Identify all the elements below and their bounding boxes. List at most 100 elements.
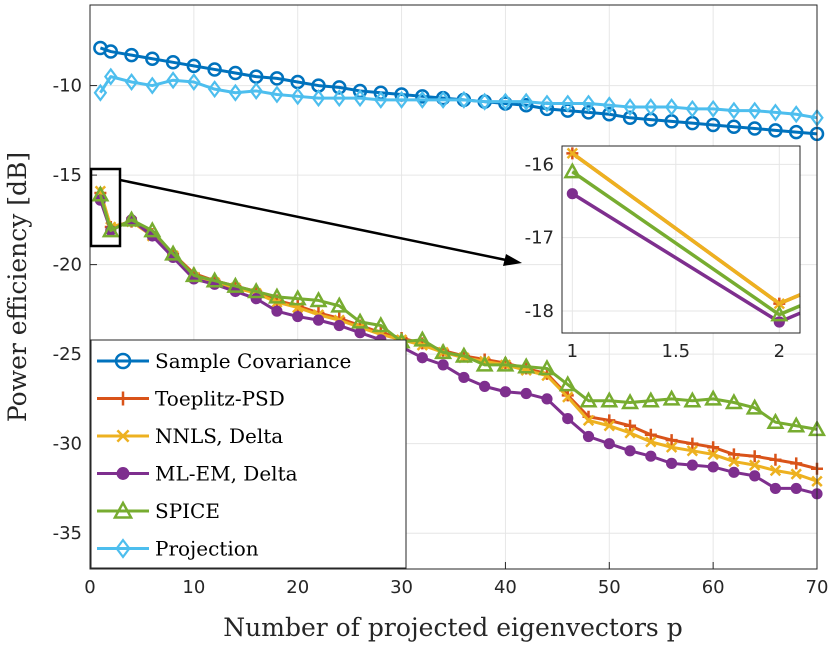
y-tick-label: -25 [53,344,82,365]
legend-label: Sample Covariance [155,349,351,373]
data-point [790,468,802,480]
y-tick-label: -15 [53,165,82,186]
data-point [644,428,657,441]
legend-box [90,339,407,569]
data-point [371,316,390,333]
data-point [621,393,640,410]
data-point [333,319,345,332]
data-point [623,98,637,117]
data-point [454,346,473,363]
data-point [250,293,262,305]
x-axis-label: Number of projected eigenvectors p [223,613,682,642]
data-point [143,221,162,238]
data-point [749,459,761,471]
data-point [624,427,636,439]
data-point [122,210,141,227]
data-point [705,117,721,133]
data-point [769,453,782,466]
data-point [517,357,536,374]
legend-marker [116,467,130,480]
inset-series-spice [563,162,801,322]
data-point [332,89,347,108]
data-point [436,90,450,109]
legend-marker [116,429,130,443]
data-point [165,55,181,70]
data-point [582,430,595,443]
inset-x-tick-label: 1.5 [662,341,691,362]
data-point [415,90,430,109]
data-point [330,296,349,313]
data-point [560,94,575,113]
data-point [226,276,245,293]
plot-frame [89,4,818,570]
data-point [686,445,699,457]
data-point [292,310,304,323]
series-layer [91,40,827,500]
legend: Sample Covariance Toeplitz-PSD NNLS, Delta… [90,339,407,569]
x-tick-label: 0 [84,577,95,598]
data-point [415,89,430,104]
data-point [747,101,762,120]
data-point [644,98,658,117]
inset-x-tick-label: 2 [774,341,785,362]
inset-data-point [566,188,578,200]
inset-data-point [773,297,785,310]
legend-marker [116,391,130,406]
data-point [769,482,782,495]
data-point [541,393,553,405]
inset-series-nnls-delta [566,147,801,310]
data-point [768,123,783,138]
zoom-annotation [89,167,522,266]
data-point [290,87,305,106]
data-point [789,105,804,124]
data-point [498,92,513,111]
data-point [645,450,657,462]
data-point [766,412,785,429]
data-point [790,482,802,495]
data-point [496,355,515,372]
legend-item-sample-covariance: Sample Covariance [97,349,351,373]
data-point [309,290,328,308]
data-point [207,62,222,77]
data-point [187,72,201,92]
data-point [707,448,719,461]
data-point [351,312,370,329]
data-point [520,387,532,400]
data-point [269,71,285,86]
data-point [332,80,347,95]
y-tick-label: -10 [53,76,82,97]
inset-chart: 1 1.5 2 -16 -17 -18 [525,145,801,362]
inset-y-tick-label: -17 [525,228,554,249]
data-point [685,99,700,118]
inset-data-point [773,316,785,328]
data-point [768,103,783,122]
legend-label: ML-EM, Delta [155,462,298,486]
data-point [707,461,719,473]
data-point [374,90,388,109]
x-tick-label: 20 [286,577,309,598]
x-tick-label: 70 [806,577,829,598]
data-point [312,314,325,326]
legend-marker [115,538,131,559]
data-point [602,106,617,122]
data-point [745,398,764,415]
data-point [581,94,596,113]
x-tick-label: 30 [390,577,413,598]
data-point [666,457,678,469]
data-point [707,441,720,454]
data-point [228,83,243,102]
data-point [562,391,574,403]
data-point [166,71,180,90]
data-point [662,389,681,406]
inset-tick-labels: 1 1.5 2 -16 -17 -18 [525,154,785,362]
data-point [499,386,512,398]
data-point [788,124,804,140]
data-point [624,445,636,457]
data-point [769,464,782,477]
series-spice [91,185,827,437]
zoom-arrow-line [119,178,507,262]
data-point [437,359,449,371]
data-point [164,244,183,261]
legend-item-nnls-delta: NNLS, Delta [97,424,283,448]
inset-data-point [563,162,582,179]
